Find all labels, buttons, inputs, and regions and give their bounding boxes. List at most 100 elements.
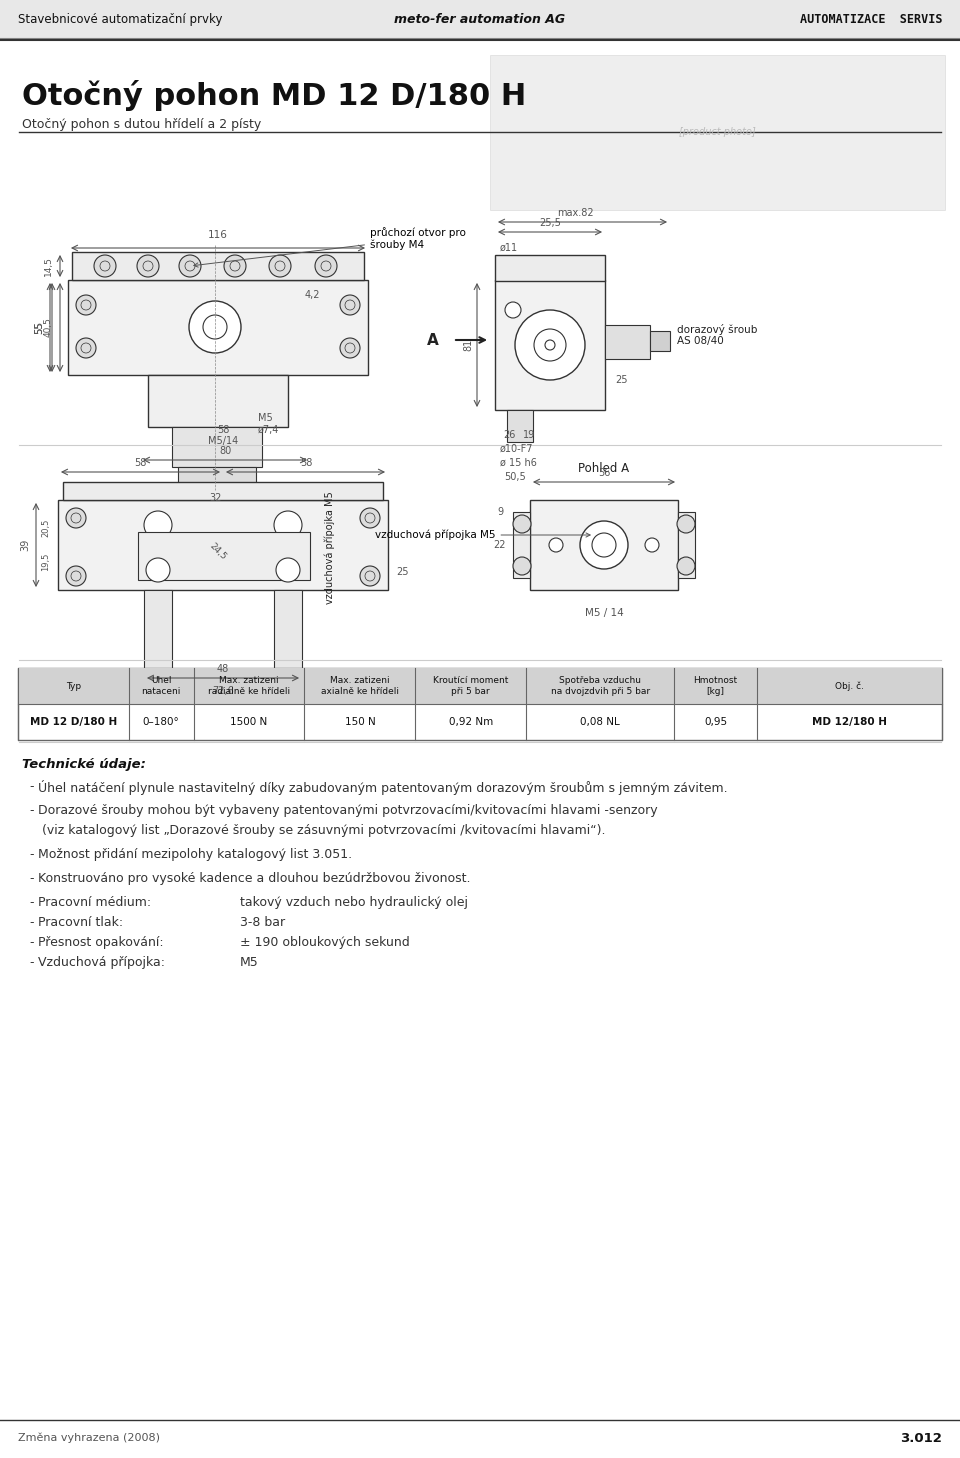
Text: Změna vyhrazena (2008): Změna vyhrazena (2008) xyxy=(18,1433,160,1443)
Text: 81: 81 xyxy=(463,338,473,351)
Circle shape xyxy=(94,255,116,277)
Bar xyxy=(18,668,942,741)
Text: 1500 N: 1500 N xyxy=(230,717,268,728)
Circle shape xyxy=(274,510,302,539)
Bar xyxy=(495,255,605,281)
Text: -: - xyxy=(30,803,34,816)
Circle shape xyxy=(276,558,300,582)
Text: 32: 32 xyxy=(209,493,221,503)
Bar xyxy=(172,427,262,467)
Text: Pracovní médium:: Pracovní médium: xyxy=(38,897,151,908)
Text: průchozí otvor pro
šrouby M4: průchozí otvor pro šrouby M4 xyxy=(194,227,466,267)
Circle shape xyxy=(360,507,380,528)
Circle shape xyxy=(360,566,380,586)
Text: -: - xyxy=(30,872,34,885)
Text: -: - xyxy=(30,956,34,970)
Text: vzduchová přípojka M5: vzduchová přípojka M5 xyxy=(375,529,590,541)
Circle shape xyxy=(203,315,227,340)
Text: Technické údaje:: Technické údaje: xyxy=(22,758,146,771)
Text: AUTOMATIZACE  SERVIS: AUTOMATIZACE SERVIS xyxy=(800,13,942,25)
Text: 26: 26 xyxy=(503,430,516,440)
Circle shape xyxy=(549,538,563,553)
Text: Obj. č.: Obj. č. xyxy=(835,681,864,691)
Text: vzduchová přípojka M5: vzduchová přípojka M5 xyxy=(324,491,335,605)
Text: ø 15 h6: ø 15 h6 xyxy=(500,458,537,468)
Text: 4,2: 4,2 xyxy=(305,290,321,300)
Bar xyxy=(530,500,678,590)
Text: 116: 116 xyxy=(208,230,228,241)
Text: 0–180°: 0–180° xyxy=(143,717,180,728)
Text: M5: M5 xyxy=(258,413,273,423)
Circle shape xyxy=(179,255,201,277)
Circle shape xyxy=(189,300,241,353)
Circle shape xyxy=(677,515,695,534)
Text: (viz katalogový list „Dorazové šrouby se zásuvnými potvrzovacími /kvitovacími hl: (viz katalogový list „Dorazové šrouby se… xyxy=(42,824,606,837)
Text: Stavebnicové automatizační prvky: Stavebnicové automatizační prvky xyxy=(18,13,223,25)
Bar xyxy=(138,532,310,580)
Text: Přesnost opakování:: Přesnost opakování: xyxy=(38,936,163,949)
Text: ø11: ø11 xyxy=(500,243,518,254)
Text: takový vzduch nebo hydraulický olej: takový vzduch nebo hydraulický olej xyxy=(240,897,468,908)
Text: 0,95: 0,95 xyxy=(704,717,727,728)
Circle shape xyxy=(269,255,291,277)
Text: Max. zatizeni
axialně ke hřídeli: Max. zatizeni axialně ke hřídeli xyxy=(321,675,399,697)
Bar xyxy=(495,280,605,410)
Text: M5 / 14: M5 / 14 xyxy=(585,608,623,618)
Text: 25,5: 25,5 xyxy=(540,219,561,227)
Circle shape xyxy=(534,330,566,362)
Circle shape xyxy=(76,338,96,359)
Text: -: - xyxy=(30,780,34,793)
Text: max.82: max.82 xyxy=(557,208,593,219)
Text: 19,5: 19,5 xyxy=(41,553,50,572)
Text: 22: 22 xyxy=(493,539,506,550)
Bar xyxy=(140,678,176,700)
Text: -: - xyxy=(30,916,34,929)
Text: 19: 19 xyxy=(523,430,536,440)
Circle shape xyxy=(66,566,86,586)
Circle shape xyxy=(340,295,360,315)
Circle shape xyxy=(645,538,659,553)
Text: M5: M5 xyxy=(240,956,259,970)
Text: 14,5: 14,5 xyxy=(44,257,53,276)
Text: 0,08 NL: 0,08 NL xyxy=(580,717,620,728)
Text: 25: 25 xyxy=(396,567,409,577)
Circle shape xyxy=(592,534,616,557)
Circle shape xyxy=(505,302,521,318)
Circle shape xyxy=(137,255,159,277)
Circle shape xyxy=(76,295,96,315)
Text: 25: 25 xyxy=(615,375,628,385)
Text: 58: 58 xyxy=(133,458,146,468)
Bar xyxy=(513,512,530,577)
Text: -: - xyxy=(30,897,34,908)
Text: 55: 55 xyxy=(34,321,44,334)
Bar xyxy=(270,678,306,700)
Text: meto-fer automation AG: meto-fer automation AG xyxy=(395,13,565,25)
Text: Kroutící moment
při 5 bar: Kroutící moment při 5 bar xyxy=(433,675,509,697)
Circle shape xyxy=(513,515,531,534)
Bar xyxy=(490,55,945,210)
Circle shape xyxy=(515,311,585,381)
Bar xyxy=(0,0,960,38)
Text: Dorazové šrouby mohou být vybaveny patentovanými potvrzovacími/kvitovacími hlava: Dorazové šrouby mohou být vybaveny paten… xyxy=(38,803,658,816)
Text: 55: 55 xyxy=(34,321,44,334)
Text: Úhel natáčení plynule nastavitelný díky zabudovaným patentovaným dorazovým šroub: Úhel natáčení plynule nastavitelný díky … xyxy=(38,780,728,795)
Circle shape xyxy=(677,557,695,574)
Text: Max. zatizeni
radialně ke hřídeli: Max. zatizeni radialně ke hřídeli xyxy=(208,675,290,697)
Text: 39: 39 xyxy=(20,539,30,551)
Circle shape xyxy=(144,510,172,539)
Text: -: - xyxy=(30,849,34,862)
Circle shape xyxy=(224,255,246,277)
Text: [product photo]: [product photo] xyxy=(679,127,756,137)
Circle shape xyxy=(513,557,531,574)
Text: 3-8 bar: 3-8 bar xyxy=(240,916,285,929)
Text: 80: 80 xyxy=(219,446,231,456)
Text: 0,92 Nm: 0,92 Nm xyxy=(448,717,492,728)
Bar xyxy=(650,331,670,351)
Text: dorazový šroub
AS 08/40: dorazový šroub AS 08/40 xyxy=(677,324,757,347)
Text: 40,5: 40,5 xyxy=(44,318,53,337)
Text: 48: 48 xyxy=(217,663,229,674)
Bar xyxy=(148,375,288,427)
Text: ø10-F7: ø10-F7 xyxy=(500,445,534,453)
Text: Otočný pohon MD 12 D/180 H: Otočný pohon MD 12 D/180 H xyxy=(22,80,526,111)
Text: 20,5: 20,5 xyxy=(41,519,50,537)
